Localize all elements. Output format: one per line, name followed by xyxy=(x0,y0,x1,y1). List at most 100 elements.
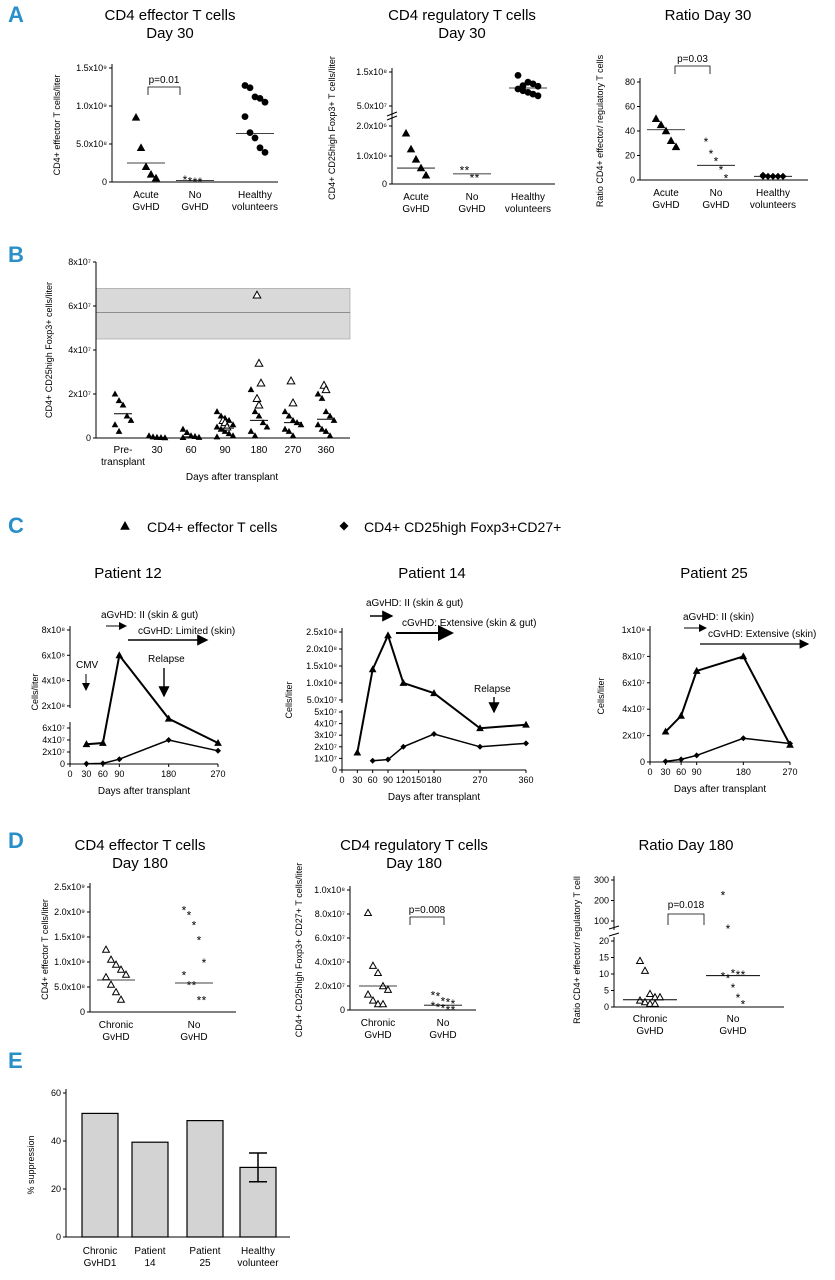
y-tick-label: 4x10⁷ xyxy=(42,735,65,745)
data-point xyxy=(225,416,233,423)
significance-bracket xyxy=(409,916,445,925)
bar xyxy=(131,1141,169,1238)
y-tick-label: 40 xyxy=(625,126,635,136)
y-tick-label: 5.0x10⁸ xyxy=(54,982,85,992)
category-label: transplant xyxy=(101,457,145,468)
data-point xyxy=(251,408,259,415)
effector-point xyxy=(677,711,685,719)
x-tick-label: 90 xyxy=(383,775,393,785)
data-point xyxy=(136,143,146,152)
chart-A3: Ratio Day 30 80 60 40 20 0 Ratio CD4+ effector… xyxy=(595,7,808,211)
y-tick-label: 0 xyxy=(640,757,645,767)
data-point xyxy=(146,169,156,178)
data-point: * xyxy=(721,888,726,902)
data-point xyxy=(255,412,263,419)
category-label: Healthy xyxy=(511,192,545,203)
effector-point xyxy=(384,631,392,639)
data-point xyxy=(326,412,334,419)
category-label: Acute xyxy=(133,190,159,201)
data-point xyxy=(285,412,293,419)
panel-title: Day 30 xyxy=(438,25,486,42)
data-point: * xyxy=(198,175,203,189)
data-point: * xyxy=(736,991,741,1005)
data-point: * xyxy=(741,968,746,982)
data-point xyxy=(640,997,650,1006)
data-point xyxy=(259,419,267,426)
y-tick-label: 1.5x10⁸ xyxy=(356,67,387,77)
data-point xyxy=(534,82,542,90)
effector-point xyxy=(353,748,362,756)
category-label: GvHD xyxy=(132,202,159,213)
panel-label-d: D xyxy=(8,828,24,853)
regulatory-point xyxy=(83,760,90,767)
panel-label-b: B xyxy=(8,242,24,267)
effector-point xyxy=(214,738,222,746)
category-label: Chronic xyxy=(99,1020,133,1031)
regulatory-point xyxy=(431,731,437,738)
regulatory-point xyxy=(369,757,376,764)
y-tick-label: 0 xyxy=(332,765,337,775)
data-point xyxy=(263,423,271,430)
y-tick-label: 0 xyxy=(630,175,635,185)
annotation-agvhd: aGvHD: II (skin & gut) xyxy=(101,610,198,621)
data-point: * xyxy=(726,971,731,985)
regulatory-point xyxy=(787,740,793,747)
effector-point xyxy=(430,689,438,697)
regulatory-point xyxy=(99,760,106,767)
annotation-cgvhd: cGvHD: Extensive (skin & gut) xyxy=(402,618,536,629)
data-point xyxy=(285,427,293,434)
y-tick-label: 4.0x10⁷ xyxy=(315,957,345,967)
data-point xyxy=(225,430,233,437)
category-label: Healthy xyxy=(756,188,790,199)
y-axis-label: Cells/liter xyxy=(30,673,40,710)
y-tick-label: 300 xyxy=(594,875,609,885)
y-tick-label: 8.0x10⁷ xyxy=(315,909,345,919)
data-point xyxy=(127,416,135,423)
data-point: * xyxy=(202,994,207,1008)
data-point xyxy=(261,98,269,106)
data-point: * xyxy=(197,994,202,1008)
p-value-label: p=0.03 xyxy=(677,54,708,65)
data-point xyxy=(378,999,388,1008)
chart-C2: Patient 14 0 30 60 90 120 150 180 270 360 Days aft… xyxy=(284,565,536,803)
x-tick-label: 60 xyxy=(98,769,108,779)
legend-marker xyxy=(339,521,349,531)
regulatory-point xyxy=(477,743,483,750)
effector-series-line xyxy=(86,652,219,746)
y-tick-label: 80 xyxy=(625,77,635,87)
y-tick-label: 5.0x10⁷ xyxy=(357,101,387,111)
significance-bracket xyxy=(674,65,711,74)
effector-point xyxy=(476,724,484,732)
y-axis-label: CD4+ CD25high Foxp3+ cells/liter xyxy=(44,282,54,418)
y-axis-label: Cells/liter xyxy=(596,677,606,714)
data-point xyxy=(661,126,671,135)
y-tick-label: 4x10⁷ xyxy=(68,345,91,355)
y-tick-label: 5x10⁷ xyxy=(314,707,337,717)
y-tick-label: 10 xyxy=(599,969,609,979)
legend-label: CD4+ CD25high Foxp3+CD27+ xyxy=(364,519,561,535)
category-label: GvHD xyxy=(429,1030,456,1041)
effector-point xyxy=(522,720,530,728)
panel-title: Day 180 xyxy=(112,855,168,872)
p-value-label: p=0.008 xyxy=(409,905,446,916)
category-label: GvHD xyxy=(702,200,729,211)
y-tick-label: 1.5x10⁸ xyxy=(306,661,337,671)
y-axis-label: Ratio CD4+ effector/ regulatory T cell xyxy=(572,876,582,1024)
effector-series-line xyxy=(664,655,791,746)
regulatory-point xyxy=(116,756,123,763)
data-point xyxy=(256,95,264,102)
regulatory-point xyxy=(693,752,700,759)
data-point: * xyxy=(192,979,197,993)
data-point: * xyxy=(183,173,188,187)
x-tick-label: 60 xyxy=(368,775,378,785)
category-label: volunteer xyxy=(237,1258,279,1269)
data-point: * xyxy=(714,154,719,168)
data-point: * xyxy=(451,997,456,1011)
data-point xyxy=(322,427,330,434)
category-label: GvHD1 xyxy=(84,1258,117,1269)
x-tick-label: 90 xyxy=(114,769,124,779)
data-point: * xyxy=(451,1003,456,1017)
x-tick-label: 120 xyxy=(396,775,411,785)
